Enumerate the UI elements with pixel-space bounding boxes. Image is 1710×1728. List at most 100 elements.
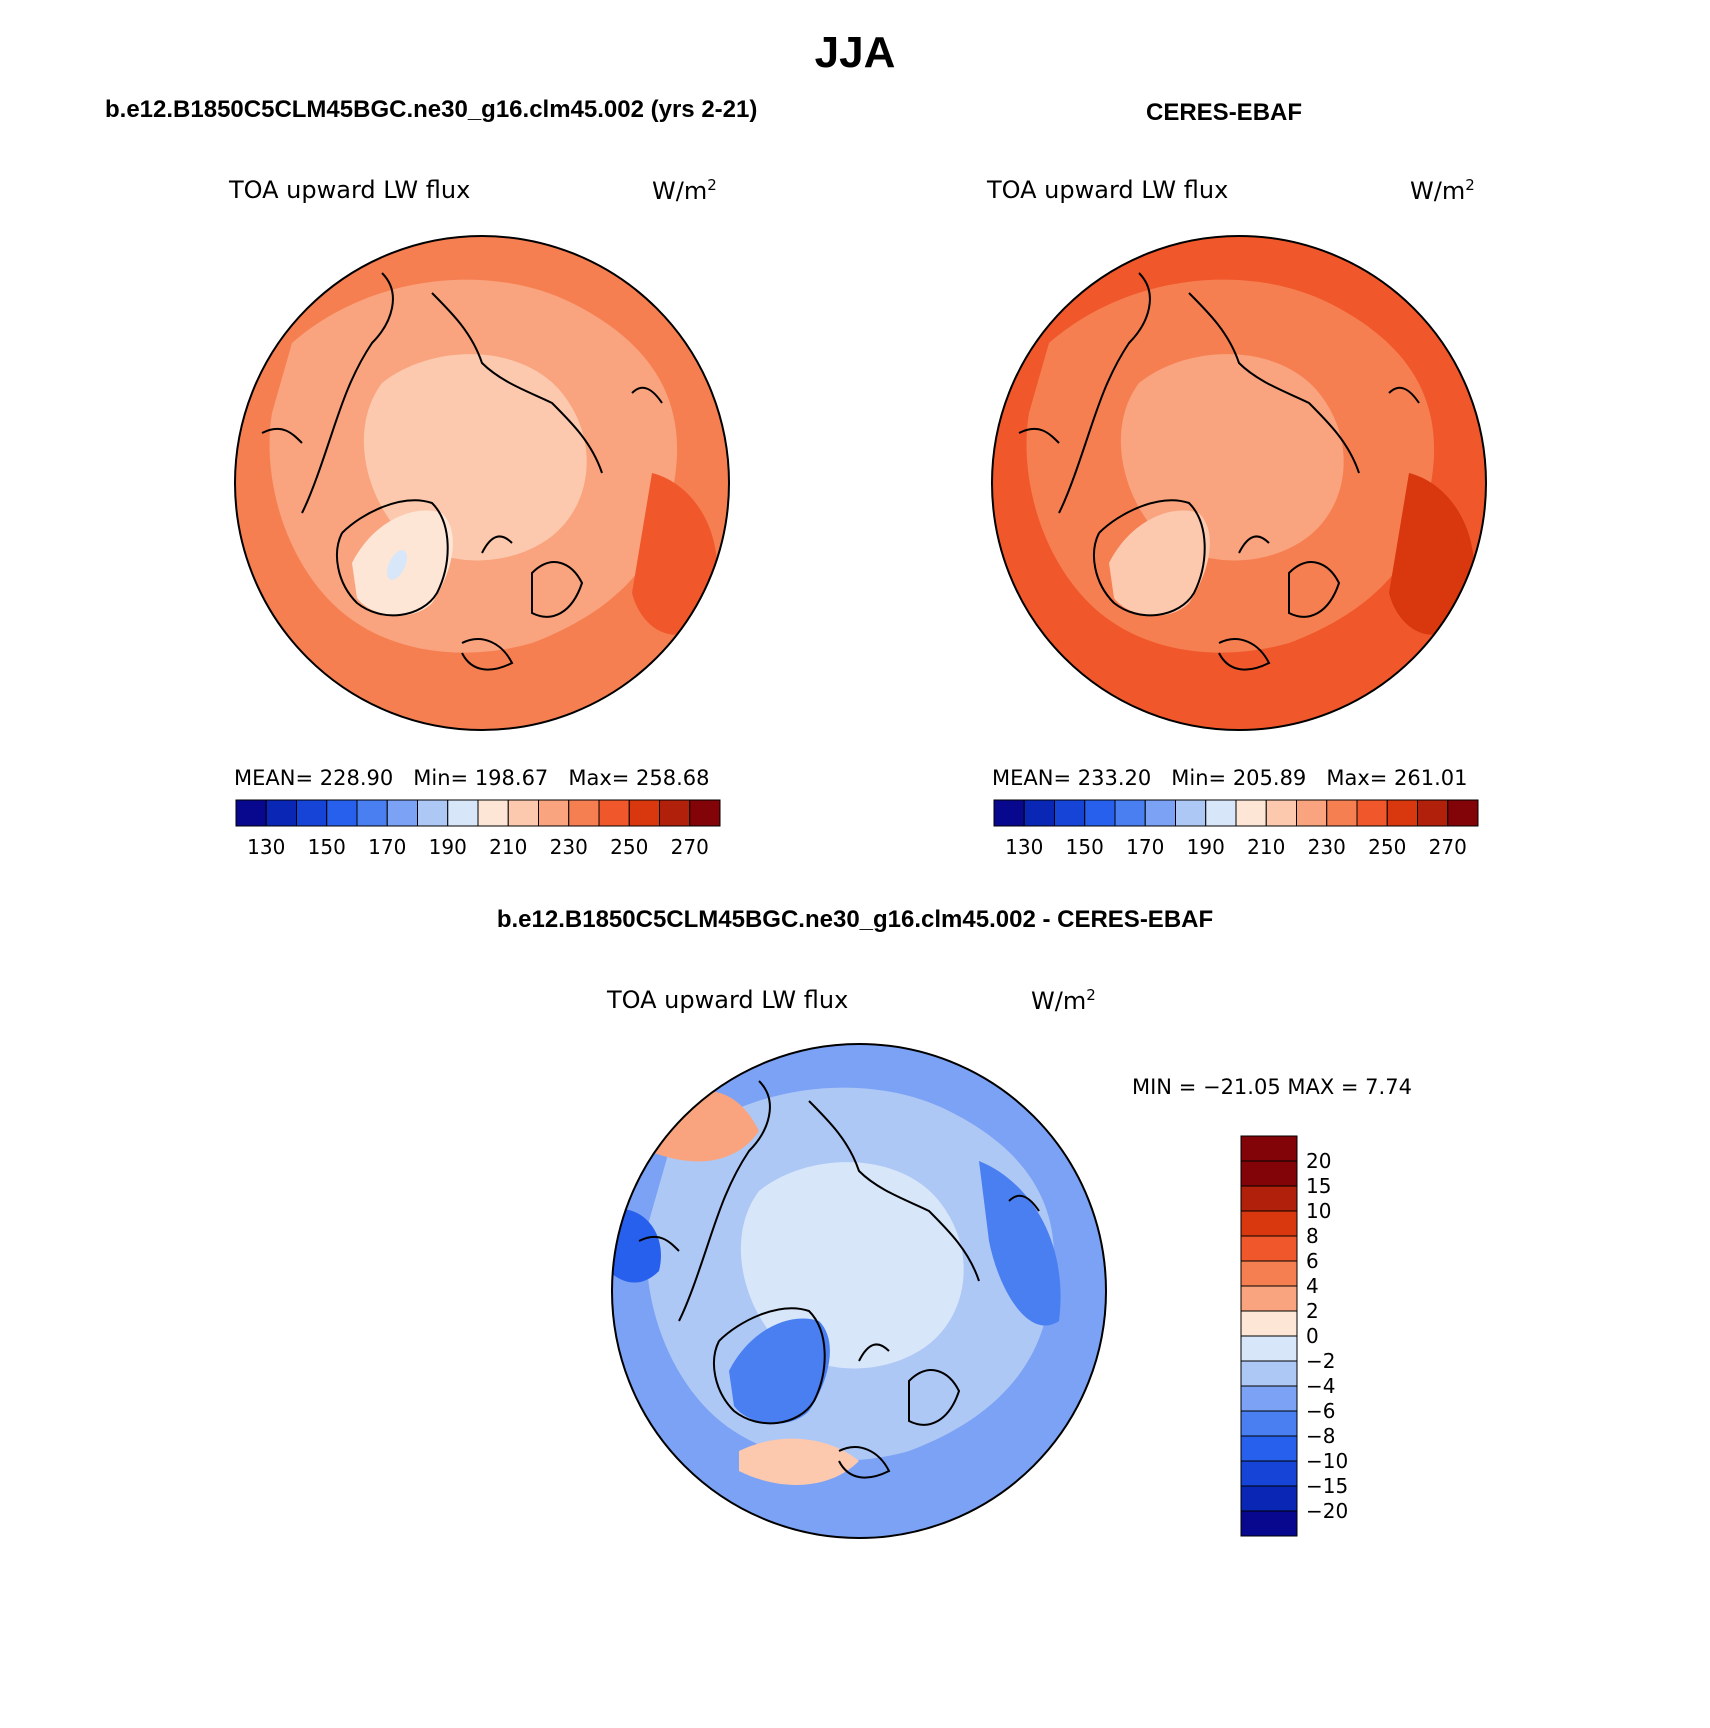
coastline (301, 272, 394, 514)
colorbar-tick-label: −20 (1306, 1499, 1349, 1523)
coastline (631, 386, 663, 404)
colorbar-ticks-obs: 130 150 170 190 210 230 250 270 (994, 835, 1478, 859)
region-negative-w (612, 1209, 661, 1283)
map-fill (612, 1044, 1106, 1538)
region-negative-e (979, 1161, 1061, 1326)
map-fill (235, 236, 729, 730)
colorbar-tick-label: −10 (1306, 1449, 1349, 1473)
colorbar-tick-label: −6 (1306, 1399, 1336, 1423)
coastline (838, 1446, 891, 1479)
colorbar-ticks-model: 130 150 170 190 210 230 250 270 (236, 835, 720, 859)
panel-title-model: b.e12.B1850C5CLM45BGC.ne30_g16.clm45.002… (105, 96, 758, 123)
colorbar-swatch (1235, 799, 1267, 827)
region-greenland-core (387, 550, 407, 580)
colorbar-swatch (1240, 1335, 1298, 1362)
colorbar-swatch (1205, 799, 1237, 827)
colorbar-obs (993, 799, 1479, 827)
colorbar-swatch (1386, 799, 1418, 827)
coastline (261, 427, 303, 444)
colorbar-swatch (1240, 1185, 1298, 1212)
variable-label-diff: TOA upward LW flux (607, 986, 849, 1014)
colorbar-swatch (538, 799, 570, 827)
colorbar-swatch (1240, 1360, 1298, 1387)
colorbar-swatch (628, 799, 660, 827)
colorbar-ticks-diff: 20 15 10 8 6 4 2 0 −2 −4 −6 −8 −10 −15 −20 (1306, 1136, 1386, 1536)
colorbar-tick-label: −4 (1306, 1374, 1336, 1398)
colorbar-swatch (1240, 1510, 1298, 1537)
colorbar-tick-label: 10 (1306, 1199, 1332, 1223)
colorbar-tick-label: −15 (1306, 1474, 1349, 1498)
colorbar-swatch (689, 799, 721, 827)
coastline (1008, 1194, 1040, 1212)
variable-label-model: TOA upward LW flux (229, 176, 471, 204)
polar-map-obs (991, 235, 1487, 731)
region-greenland (1109, 510, 1210, 616)
colorbar-tick-label: 210 (1247, 835, 1286, 859)
colorbar-tick-label: 270 (1428, 835, 1467, 859)
region-polar (740, 1162, 964, 1369)
map-border (234, 235, 730, 731)
colorbar-swatch (1240, 1460, 1298, 1487)
colorbar-swatch (1240, 1310, 1298, 1337)
coastline (858, 1343, 890, 1362)
colorbar-swatch (1447, 799, 1479, 827)
colorbar-tick-label: 4 (1306, 1274, 1319, 1298)
stats-obs: MEAN= 233.20 Min= 205.89 Max= 261.01 (992, 766, 1468, 790)
colorbar-tick-label: 230 (549, 835, 588, 859)
colorbar-tick-label: −2 (1306, 1349, 1336, 1373)
colorbar-tick-label: 170 (1126, 835, 1165, 859)
colorbar-swatch (1240, 1485, 1298, 1512)
colorbar-swatch (1054, 799, 1086, 827)
colorbar-swatch (417, 799, 449, 827)
coastline (481, 535, 513, 554)
colorbar-diff (1240, 1135, 1298, 1537)
colorbar-swatch (477, 799, 509, 827)
colorbar-swatch (296, 799, 328, 827)
map-border (991, 235, 1487, 731)
colorbar-tick-label: 130 (1005, 835, 1044, 859)
colorbar-tick-label: 2 (1306, 1299, 1319, 1323)
colorbar-tick-label: 20 (1306, 1149, 1332, 1173)
colorbar-swatch (993, 799, 1025, 827)
colorbar-tick-label: 190 (1186, 835, 1225, 859)
region-greenland (729, 1318, 830, 1424)
colorbar-swatch (1084, 799, 1116, 827)
stats-model: MEAN= 228.90 Min= 198.67 Max= 258.68 (234, 766, 710, 790)
region-polar (363, 354, 587, 561)
colorbar-swatch (1240, 1285, 1298, 1312)
colorbar-swatch (1296, 799, 1328, 827)
coastline (638, 1235, 680, 1252)
coastline (808, 1100, 980, 1282)
colorbar-swatch (1240, 1410, 1298, 1437)
colorbar-swatch (447, 799, 479, 827)
colorbar-swatch (1240, 1260, 1298, 1287)
map-border (611, 1043, 1107, 1539)
coastline (461, 638, 514, 671)
region-positive-s (739, 1438, 859, 1485)
colorbar-tick-label: 190 (428, 835, 467, 859)
colorbar-swatch (1265, 799, 1297, 827)
colorbar-swatch (1240, 1235, 1298, 1262)
coastline (336, 499, 449, 617)
colorbar-swatch (568, 799, 600, 827)
coastline (1058, 272, 1151, 514)
coastline (908, 1369, 961, 1426)
units-label-diff: W/m2 (1031, 986, 1096, 1015)
colorbar-tick-label: 210 (489, 835, 528, 859)
coastline (1238, 535, 1270, 554)
colorbar-swatch (1240, 1385, 1298, 1412)
variable-label-obs: TOA upward LW flux (987, 176, 1229, 204)
coastline (531, 561, 584, 618)
panel-title-obs: CERES-EBAF (1146, 99, 1303, 126)
colorbar-swatch (598, 799, 630, 827)
colorbar-tick-label: −8 (1306, 1424, 1336, 1448)
colorbar-swatch (1240, 1435, 1298, 1462)
colorbar-swatch (356, 799, 388, 827)
colorbar-model (235, 799, 721, 827)
colorbar-swatch (659, 799, 691, 827)
coastline (1188, 292, 1360, 474)
coastline (1288, 561, 1341, 618)
coastline (1218, 638, 1271, 671)
coastline (1093, 499, 1206, 617)
colorbar-tick-label: 270 (670, 835, 709, 859)
